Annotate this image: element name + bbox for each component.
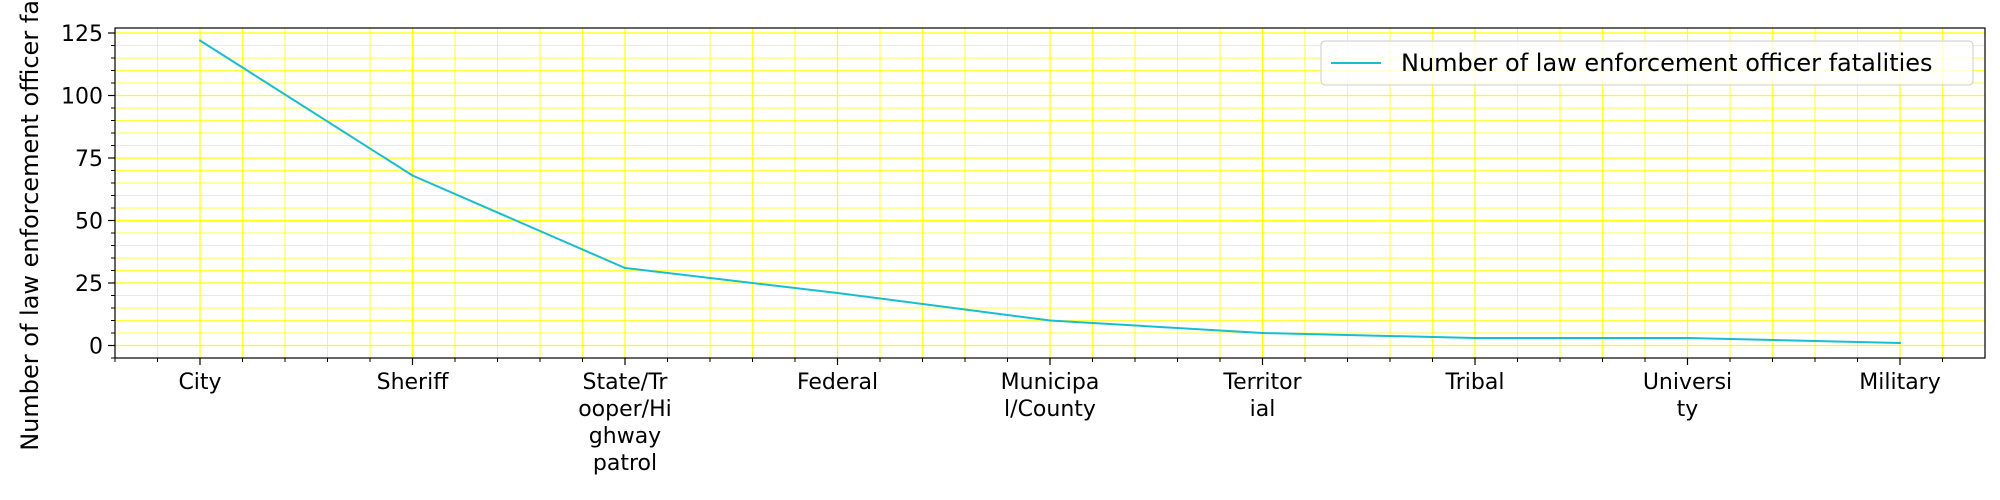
legend: Number of law enforcement officer fatali… <box>1320 40 1974 86</box>
y-axis-label: Number of law enforcement officer fatali… <box>16 0 44 451</box>
y-tick-label: 0 <box>89 335 103 360</box>
x-tick-label: State/Tr ooper/Hi ghway patrol <box>578 370 672 476</box>
series-layer <box>198 39 1902 345</box>
y-tick-label: 100 <box>61 85 103 110</box>
y-tick-label: 50 <box>75 210 103 235</box>
data-point <box>836 291 839 295</box>
x-tick-label: Universi ty <box>1643 370 1732 422</box>
data-point <box>1048 319 1052 322</box>
x-tick-label: Military <box>1859 370 1941 395</box>
x-tick-label: Territor ial <box>1222 370 1302 422</box>
x-tick-label: Federal <box>797 370 878 395</box>
data-point <box>1898 341 1902 345</box>
x-tick-label: Sheriff <box>377 370 450 395</box>
data-point <box>1686 336 1689 340</box>
x-tick-label: City <box>178 370 221 395</box>
data-point <box>623 266 627 270</box>
data-point <box>1473 336 1477 340</box>
x-tick-label: Tribal <box>1445 370 1505 395</box>
axis-ticks: 0 25 50 75 100 125 City Sheriff State/Tr ooper/Hi… <box>61 22 1943 476</box>
legend-box <box>1320 40 1974 86</box>
y-tick-label: 25 <box>75 272 103 297</box>
y-tick-label: 75 <box>75 147 103 172</box>
data-point <box>411 174 414 177</box>
data-point <box>1261 331 1264 335</box>
legend-entry-label: Number of law enforcement officer fatali… <box>1401 49 1933 77</box>
x-tick-label: Municipa l/County <box>1001 370 1100 422</box>
data-point <box>198 39 202 42</box>
y-tick-label: 125 <box>61 22 103 47</box>
